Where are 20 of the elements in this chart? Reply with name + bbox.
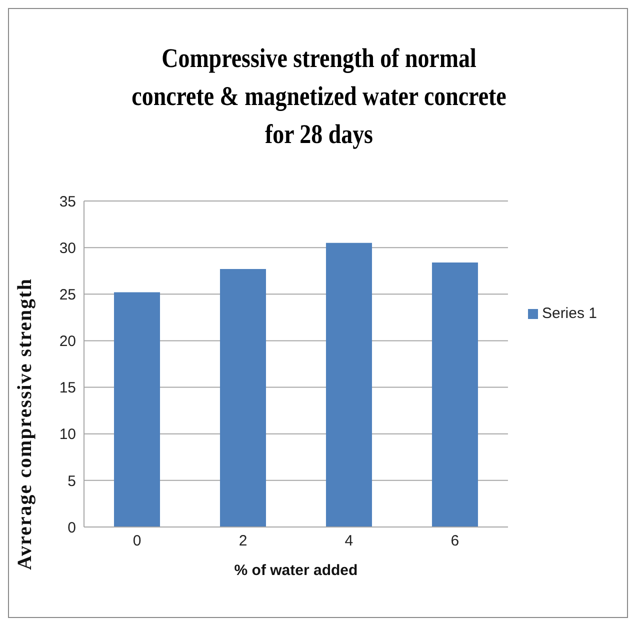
bar	[432, 262, 478, 527]
y-tick-label: 25	[59, 286, 76, 304]
y-tick-label: 15	[59, 380, 76, 397]
y-tick-label: 0	[68, 519, 76, 536]
x-tick-label: 0	[132, 532, 142, 550]
y-tick-label: 10	[59, 426, 76, 444]
y-tick-label: 20	[59, 333, 76, 350]
y-tick-label: 5	[68, 472, 76, 490]
x-axis-title: % of water added	[234, 562, 358, 579]
y-axis-title: Avrerage compressive strength	[14, 278, 36, 570]
y-tick-label: 35	[59, 193, 76, 210]
legend-label: Series 1	[542, 304, 597, 322]
chart-title: Compressive strength of normal concrete & magnetized water concrete for 28 days	[130, 42, 508, 151]
y-tick-label: 30	[59, 240, 76, 257]
bar	[326, 242, 372, 527]
x-tick-label: 2	[238, 532, 248, 550]
x-tick-label: 6	[450, 532, 460, 550]
bar	[220, 268, 266, 527]
x-tick-label: 4	[344, 532, 354, 550]
bar	[114, 292, 160, 527]
